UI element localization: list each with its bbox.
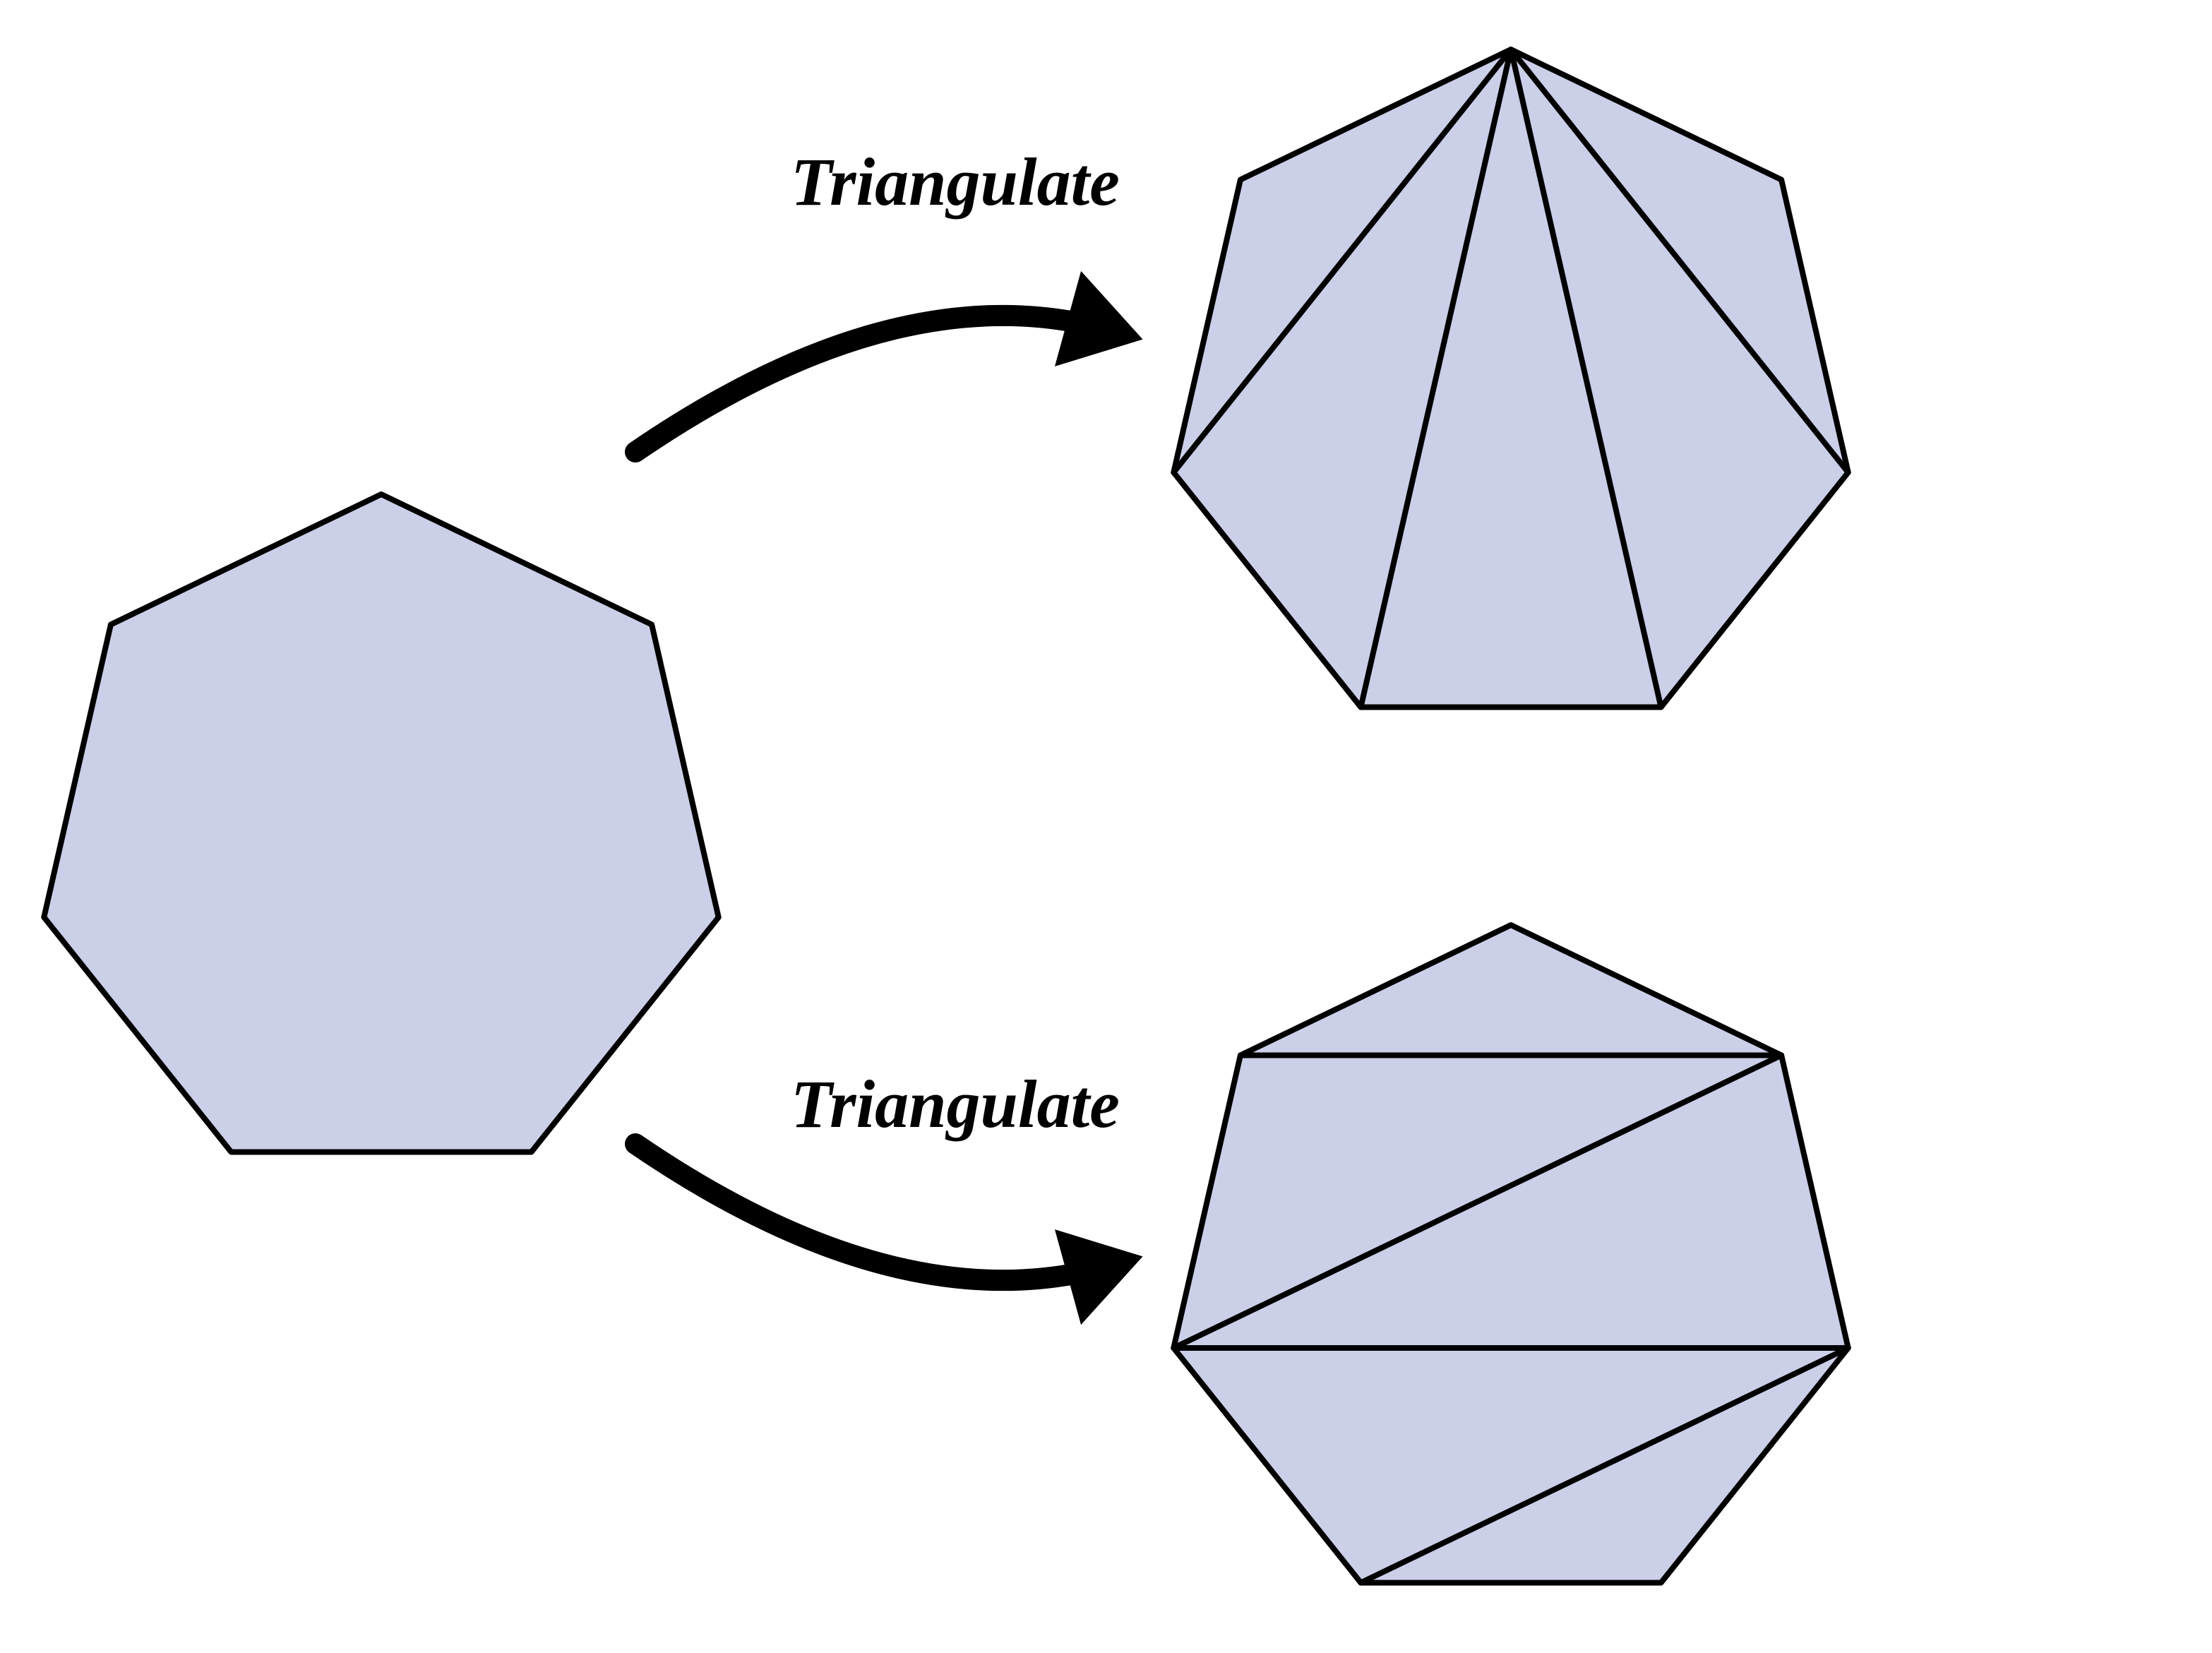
diagram-canvas: Triangulate Triangulate xyxy=(0,0,2212,1653)
top-result-group xyxy=(1173,49,1848,707)
bottom-result-group xyxy=(1173,925,1848,1582)
top-arrow-head-icon xyxy=(1055,271,1143,366)
bottom-arrow-label: Triangulate xyxy=(791,1066,1120,1142)
top-arrow-shaft xyxy=(635,316,1116,452)
top-arrow-label: Triangulate xyxy=(791,144,1120,220)
top-arrow: Triangulate xyxy=(635,144,1143,452)
bottom-arrow-shaft xyxy=(635,1144,1116,1280)
bottom-arrow: Triangulate xyxy=(635,1066,1143,1325)
top-result-heptagon xyxy=(1173,49,1848,707)
source-heptagon xyxy=(44,494,718,1152)
bottom-arrow-head-icon xyxy=(1055,1229,1143,1325)
bottom-result-heptagon xyxy=(1173,925,1848,1582)
